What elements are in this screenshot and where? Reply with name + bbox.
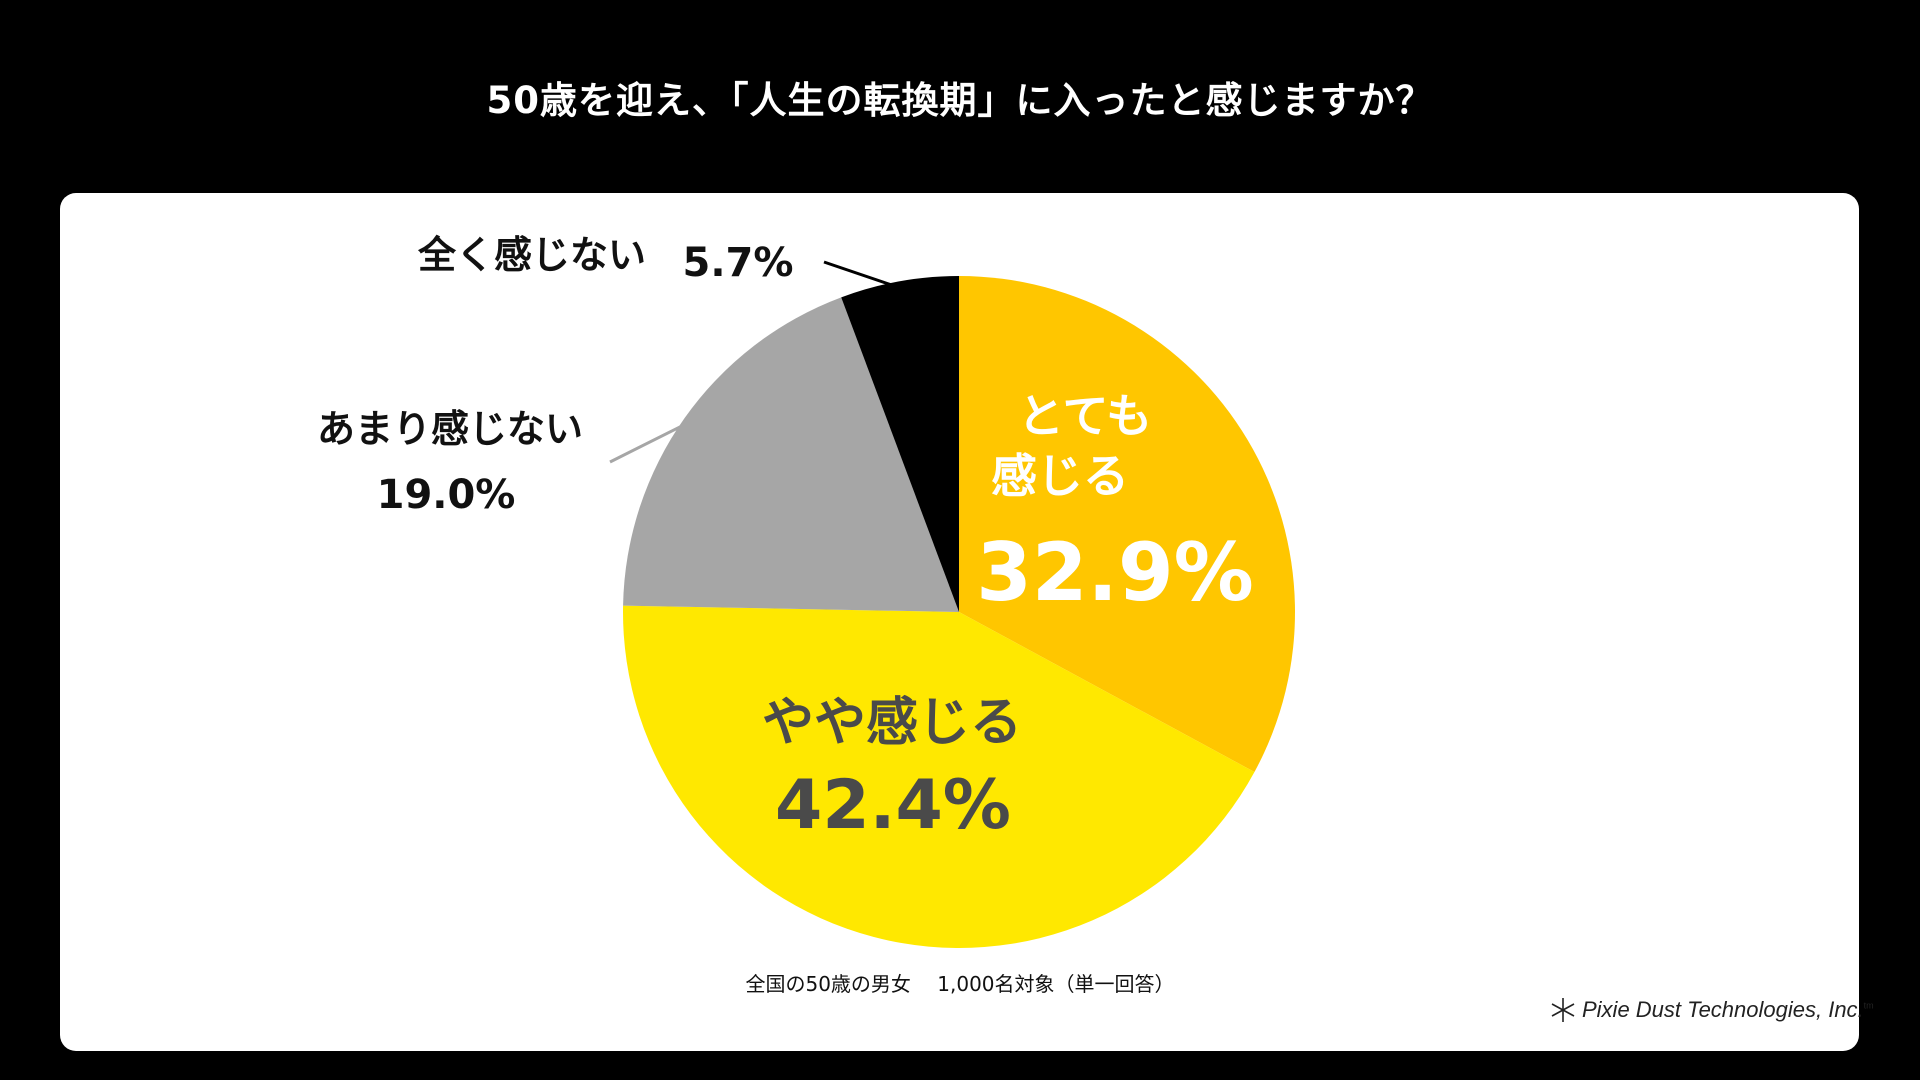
leader-lines	[609, 260, 901, 464]
slice-value-0: 32.9%	[976, 526, 1254, 619]
slice-label-0-line-1: とても	[1018, 389, 1152, 443]
slice-label-0-line-2: 感じる	[991, 449, 1129, 503]
slice-label-3: 全く感じない	[417, 233, 646, 277]
slice-value-3: 5.7%	[683, 240, 794, 286]
pie-slices	[623, 276, 1295, 948]
leader-line-3	[823, 260, 901, 290]
slice-label-2: あまり感じない	[317, 407, 583, 451]
slice-label-1: やや感じる	[762, 693, 1022, 753]
chart-title: 50歳を迎え、「人生の転換期」に入ったと感じますか？	[486, 79, 1434, 122]
company-logo: Pixie Dust Technologies, Inc.tm	[1550, 997, 1874, 1023]
pie-slice-3	[841, 276, 959, 612]
pie-slice-1	[623, 605, 1255, 948]
slice-value-2: 19.0%	[377, 472, 516, 518]
survey-note: 全国の50歳の男女 1,000名対象（単一回答）	[745, 972, 1175, 996]
pie-slice-2	[623, 297, 959, 612]
asterisk-logo-icon	[1551, 998, 1575, 1022]
leader-line-2	[609, 420, 691, 464]
logo-superscript: tm	[1863, 1000, 1874, 1011]
pie-slice-0	[959, 276, 1295, 773]
company-name: Pixie Dust Technologies, Inc.	[1582, 997, 1864, 1022]
slice-value-1: 42.4%	[775, 766, 1011, 845]
